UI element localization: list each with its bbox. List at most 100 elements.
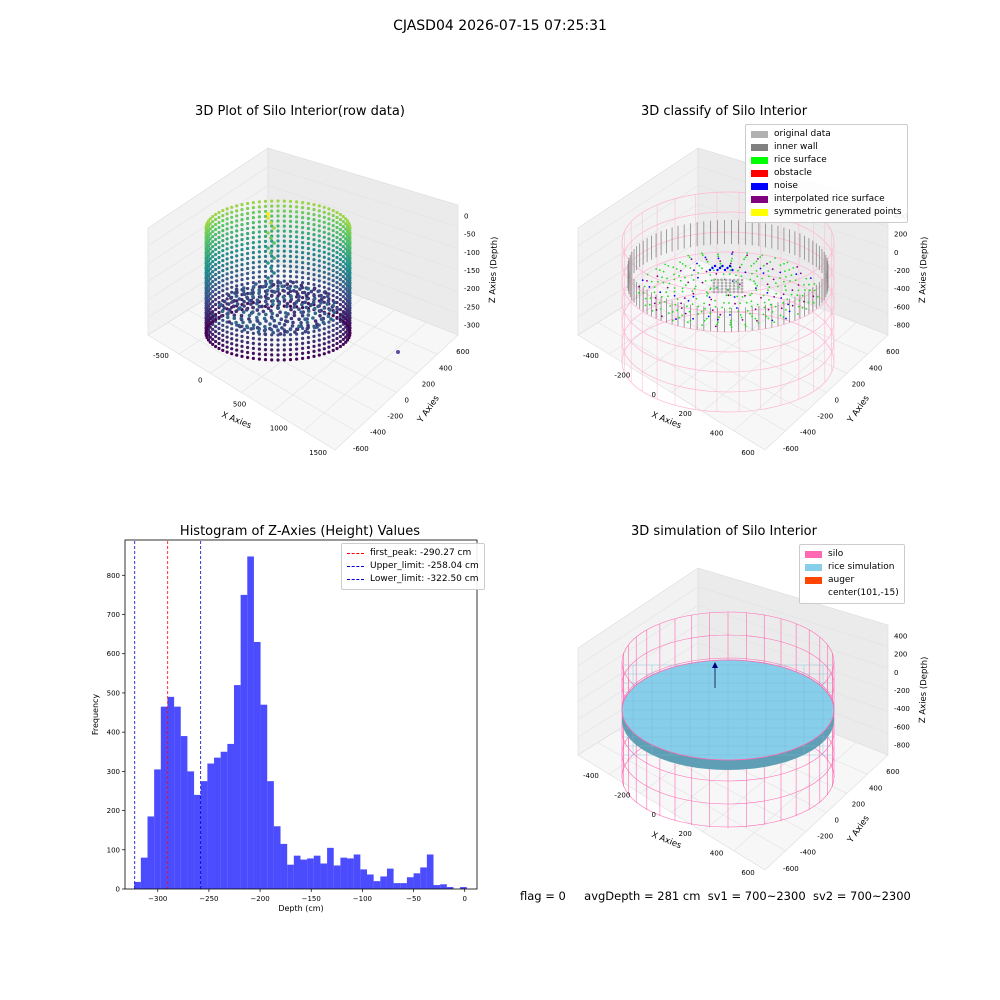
data-point [344,340,348,344]
classified-point [785,309,787,311]
data-point [249,302,253,306]
data-point [221,264,225,268]
data-point [341,295,345,299]
data-point [284,319,288,323]
data-point [331,234,335,238]
data-point [225,267,229,271]
data-point [295,342,299,346]
data-point [341,235,345,239]
classified-point [692,295,695,298]
data-point [335,331,339,336]
data-point [281,288,285,293]
grid-line [697,203,889,271]
data-point [344,247,348,251]
data-point [217,336,221,341]
data-point [230,260,234,264]
x-tick-label: -200 [614,792,630,800]
data-point [338,252,342,257]
data-point [264,282,268,286]
original-point [736,290,740,294]
data-point [235,239,239,243]
classified-point [754,308,757,311]
histogram-bar [333,865,341,889]
data-point [245,324,249,328]
data-point [312,238,316,242]
data-point [206,249,211,253]
y-tick-label: -400 [800,849,816,857]
data-point [331,264,335,268]
data-point [295,357,299,361]
data-point [277,292,282,296]
data-point [257,200,261,204]
data-point [328,308,332,312]
data-point [240,248,244,252]
classified-point [741,296,744,298]
data-point [225,272,229,276]
data-point [217,346,221,351]
data-point [205,311,209,315]
data-point [257,265,261,269]
classified-point [767,289,769,292]
data-point [341,320,345,324]
data-point [221,294,225,298]
data-point [217,285,221,290]
data-point [338,272,342,277]
data-point [290,324,295,328]
data-point [306,206,310,211]
classified-point [723,302,725,304]
x-tick-label: 600 [741,869,754,877]
data-point [257,337,261,341]
legend-swatch [805,590,822,597]
data-point [205,326,209,330]
histogram-bar [273,826,281,889]
data-point [282,348,286,352]
sv1-text: sv1 = 700~2300 [707,889,806,903]
data-point [338,267,342,272]
data-point [288,259,293,263]
data-point [214,262,218,267]
x-tick-label: 1500 [309,449,327,457]
data-point [288,209,293,213]
classified-point [716,323,718,326]
data-point [338,302,342,307]
noise-point [721,264,724,268]
classified-point [766,283,769,286]
classified-point [687,281,690,284]
classified-point [767,317,770,320]
data-point [263,269,268,273]
classified-point [756,319,758,322]
data-point [338,222,342,227]
data-point [288,264,293,268]
data-point [251,336,255,340]
y-axis-label: Y Axies [415,393,442,425]
data-point [338,262,342,267]
y-axis-label: Frequency [91,694,100,736]
classified-point [681,263,684,265]
y-tick-label: -200 [387,413,403,421]
data-point [256,330,261,334]
data-point [292,289,296,293]
data-point [225,227,229,231]
histogram-bar [360,869,367,889]
classified-point [705,317,708,320]
x-tick-label: -500 [153,352,169,360]
classified-point [681,287,684,290]
data-point [301,356,305,360]
original-point [740,290,744,294]
original-point [712,278,716,282]
z-axis-label: Z Axies (Depth) [488,236,500,303]
data-point [322,260,326,264]
data-point [291,280,295,285]
data-point [211,235,215,239]
data-point [211,220,215,224]
data-point [211,337,215,341]
data-point [301,341,305,345]
data-point [217,240,221,245]
data-point [331,239,335,243]
data-point [295,240,299,244]
data-point [206,239,211,243]
classified-point [759,267,762,270]
classified-point [709,312,712,315]
classified-point [759,256,762,258]
classified-point [681,314,683,317]
